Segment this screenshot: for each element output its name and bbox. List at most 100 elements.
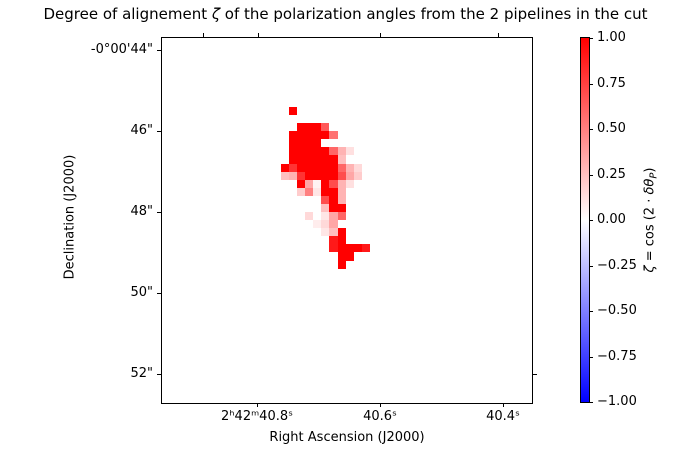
heatmap-cell [297, 139, 305, 147]
colorbar-tick-label: −0.50 [597, 303, 637, 318]
heatmap-cell [338, 212, 346, 220]
heatmap-cell [329, 131, 338, 139]
y-tick-mark [157, 373, 161, 375]
heatmap-cell [354, 244, 362, 252]
heatmap-cell [289, 164, 297, 172]
label-part: δθ [642, 178, 658, 195]
heatmap-cell [305, 139, 313, 147]
heatmap-cell [313, 123, 321, 131]
heatmap-cell [313, 164, 321, 172]
y-tick-label: 46" [130, 123, 153, 138]
label-part: ζ [211, 5, 221, 23]
heatmap-cell [313, 220, 321, 228]
heatmap-cell [289, 131, 297, 139]
heatmap-cell [329, 172, 338, 180]
heatmap-cell [305, 147, 313, 155]
heatmap-cell [338, 188, 346, 196]
heatmap-cell [321, 123, 329, 131]
right-tick-mark [533, 373, 537, 375]
heatmap-cell [305, 188, 313, 196]
x-tick-label: 40.4ˢ [486, 409, 520, 424]
heatmap-cell [321, 204, 329, 212]
heatmap-cell [321, 164, 329, 172]
x-tick-mark [257, 403, 258, 407]
heatmap-cell [338, 261, 346, 269]
label-part: = cos (2 · [642, 194, 658, 266]
heatmap-cell [329, 147, 338, 155]
heatmap-cell [338, 172, 346, 180]
heatmap-cell [329, 155, 338, 164]
heatmap-cell [321, 180, 329, 188]
colorbar-tick-mark [590, 356, 593, 358]
heatmap-cell [329, 196, 338, 204]
colorbar-tick-label: 0.25 [597, 166, 626, 182]
heatmap-cell [338, 252, 346, 261]
heatmap-cell [346, 180, 354, 188]
colorbar-tick-label: −1.00 [597, 394, 637, 409]
heatmap-cell [321, 188, 329, 196]
colorbar-tick-label: −0.75 [597, 348, 637, 364]
heatmap-cell [346, 164, 354, 172]
heatmap-cell [354, 172, 362, 180]
heatmap-cell [321, 196, 329, 204]
x-axis-label: Right Ascension (J2000) [269, 430, 425, 445]
heatmap-cell [305, 212, 313, 220]
heatmap-cell [338, 180, 346, 188]
heatmap-cell [329, 220, 338, 228]
heatmap-cell [362, 244, 370, 252]
y-tick-mark [157, 212, 161, 213]
heatmap-cell [346, 147, 354, 155]
colorbar-tick-label: −0.25 [597, 257, 637, 273]
heatmap-cell [329, 236, 338, 244]
plot-area [161, 37, 533, 404]
heatmap-cell [297, 131, 305, 139]
y-tick-label: 52" [130, 365, 153, 381]
heatmap-cell [329, 188, 338, 196]
heatmap-cell [289, 139, 297, 147]
colorbar-label: ζ = cos (2 · δθP) [643, 167, 660, 272]
label-part: ζ [642, 265, 658, 273]
heatmap-cell [338, 228, 346, 236]
heatmap-cell [281, 164, 289, 172]
colorbar-tick-mark [590, 38, 593, 39]
heatmap-cell [297, 180, 305, 188]
heatmap-cell [338, 155, 346, 164]
heatmap-cell [354, 164, 362, 172]
top-tick-mark [258, 33, 259, 37]
heatmap-cell [313, 172, 321, 180]
heatmap-cell [297, 123, 305, 131]
heatmap-cell [281, 172, 289, 180]
heatmap-cell [313, 139, 321, 147]
x-tick-mark [503, 403, 504, 407]
label-part: ) [642, 167, 658, 173]
heatmap-cell [305, 164, 313, 172]
x-tick-mark [380, 403, 381, 407]
colorbar-tick-mark [590, 402, 593, 403]
colorbar-tick-label: 0.50 [597, 121, 626, 136]
y-tick-mark [157, 131, 161, 132]
heatmap-cell [321, 220, 329, 228]
heatmap-cell [305, 180, 313, 188]
heatmap-cell [313, 188, 321, 196]
heatmap-cell [289, 155, 297, 164]
top-tick-mark [380, 33, 381, 37]
heatmap-cell [346, 244, 354, 252]
colorbar-tick-mark [590, 174, 593, 176]
colorbar-tick-label: 1.00 [597, 30, 626, 45]
heatmap-cell [329, 164, 338, 172]
heatmap-cell [321, 131, 329, 139]
heatmap-cell [289, 147, 297, 155]
heatmap-cell [313, 155, 321, 164]
y-tick-mark [157, 50, 161, 51]
heatmap-cell [329, 212, 338, 220]
label-part: Degree of alignement [43, 5, 212, 23]
y-tick-label: 50" [130, 285, 153, 300]
heatmap-cell [338, 244, 346, 252]
heatmap-cell [297, 155, 305, 164]
heatmap-cell [346, 252, 354, 261]
heatmap-cell [338, 236, 346, 244]
heatmap-cell [321, 212, 329, 220]
y-tick-mark [157, 293, 161, 294]
x-tick-label: 2ʰ42ᵐ40.8ˢ [221, 409, 293, 424]
heatmap-cell [297, 164, 305, 172]
